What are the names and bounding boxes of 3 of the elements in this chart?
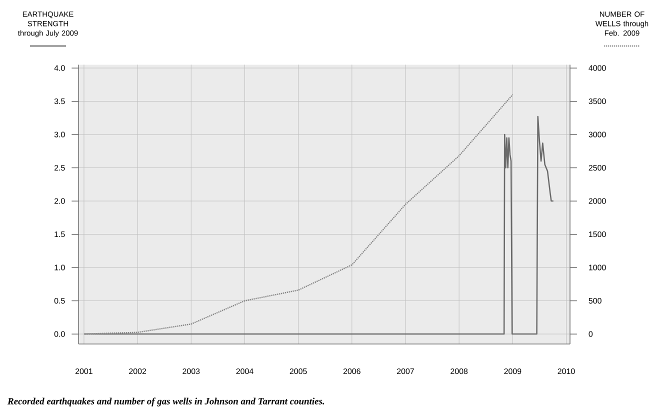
line-series [83, 116, 554, 335]
text: Recorded earthquakes and number of gas wells in Johnson and Tarrant counties. [8, 398, 324, 406]
line-series [83, 94, 514, 335]
